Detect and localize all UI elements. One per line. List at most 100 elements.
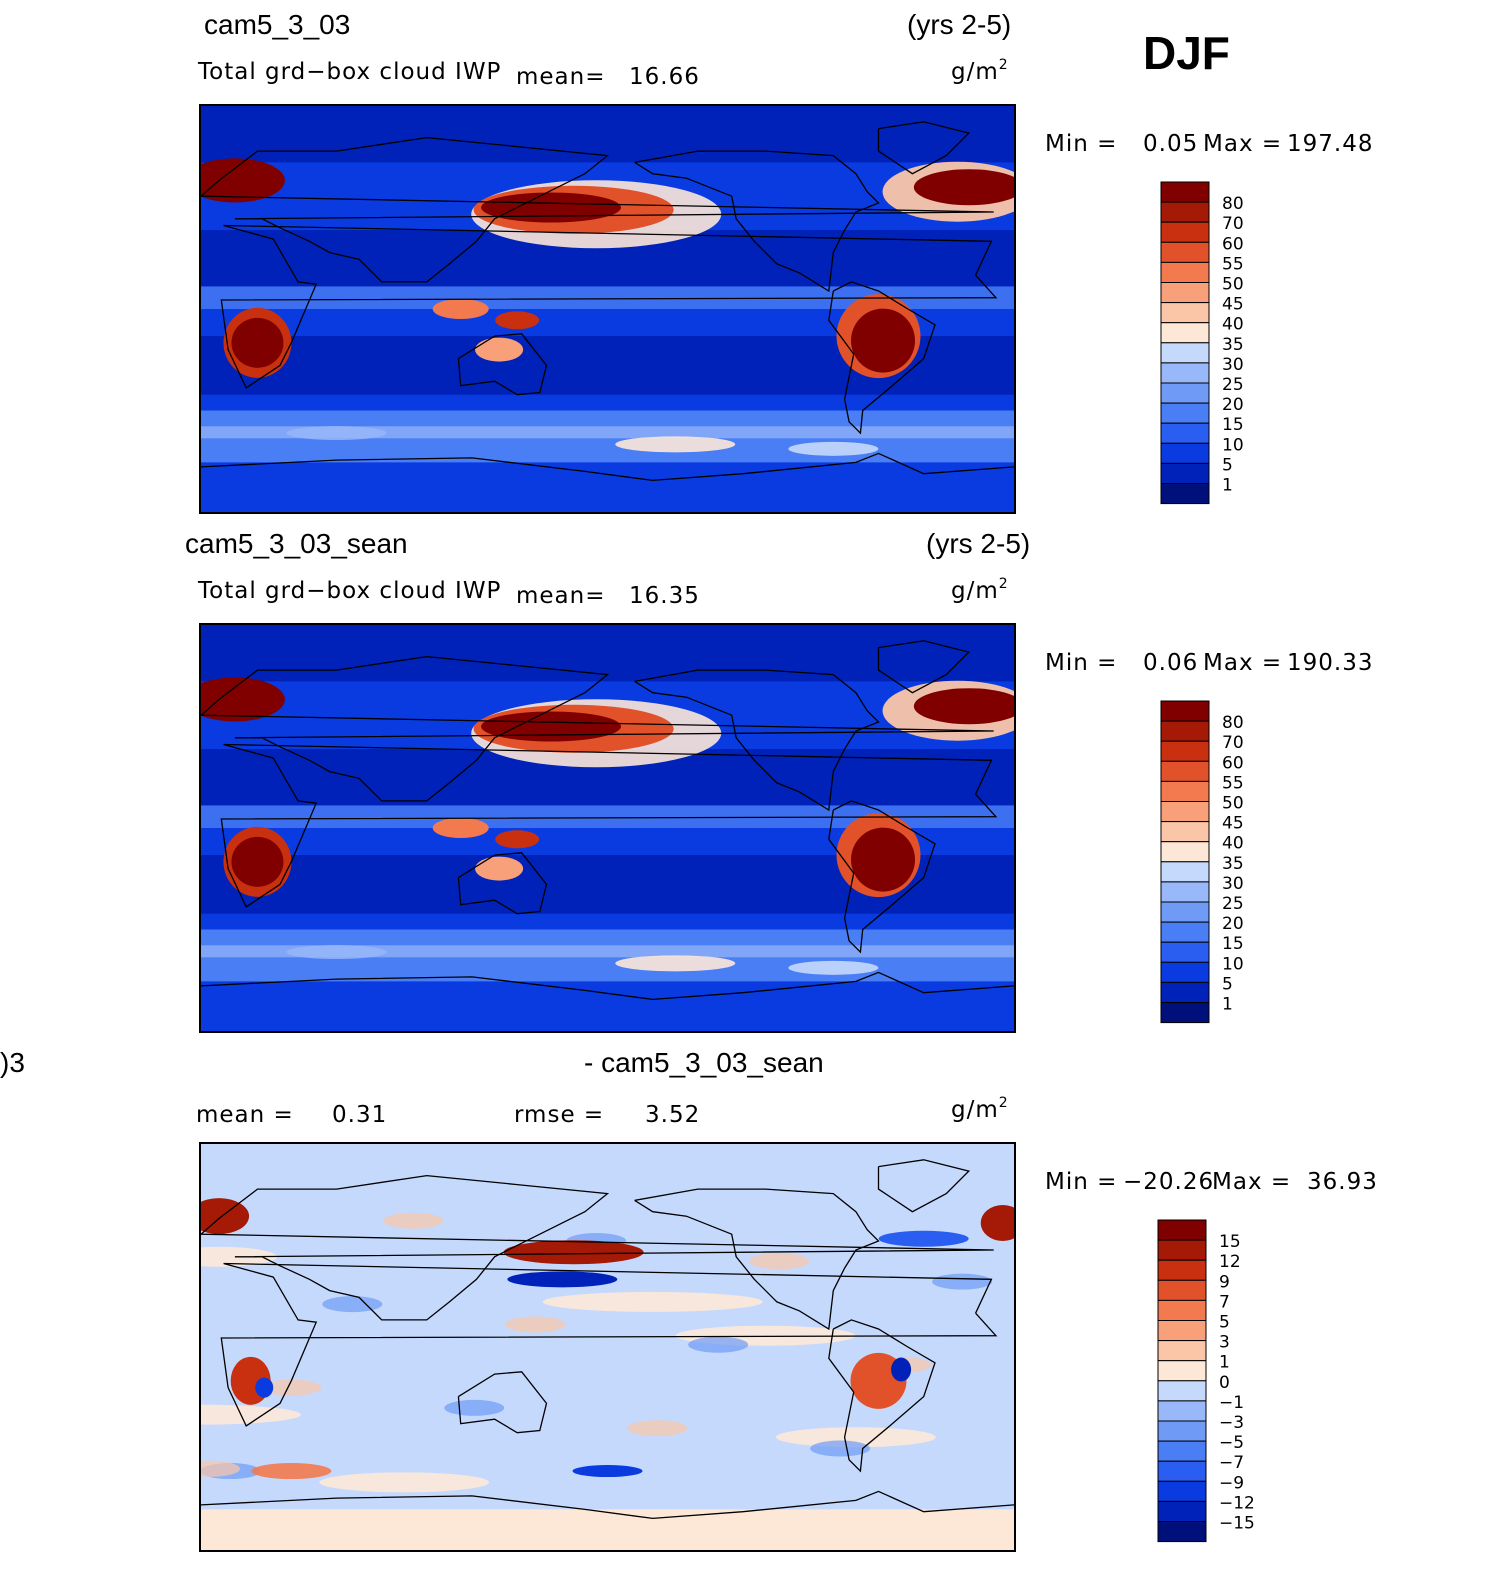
panel1-max-label: Max = (1203, 131, 1283, 157)
panel1-map-arctic (201, 106, 1014, 163)
diff-max-label: Max = (1212, 1169, 1292, 1195)
panel2-colorbar-tick-label: 35 (1222, 854, 1244, 874)
diff-map-npac-negative (507, 1271, 618, 1288)
panel2-colorbar-box (1160, 760, 1210, 782)
diff-map-safrica-negative (255, 1377, 274, 1398)
diff-map-natl-negative (878, 1230, 969, 1247)
panel2-colorbar-box (1160, 901, 1210, 923)
panel1-colorbar-box (1160, 201, 1210, 223)
panel2-colorbar-box (1160, 1002, 1210, 1024)
diff-colorbar-tick-label: −5 (1219, 1433, 1244, 1453)
panel1-variable: Total grd−box cloud IWP (198, 59, 502, 85)
panel2-units: g/m2 (951, 576, 1009, 604)
diff-map-anomaly (261, 1379, 322, 1396)
panel1-colorbar-box (1160, 221, 1210, 243)
diff-mean-label: mean = (196, 1102, 294, 1128)
map1-coastline (457, 333, 548, 396)
diff-colorbar-box (1157, 1279, 1207, 1301)
panel1-map-samerica-core (851, 308, 916, 373)
diff-colorbar-tick-label: −7 (1219, 1453, 1244, 1473)
diff-colorbar-tick-label: 0 (1219, 1373, 1230, 1393)
diff-map (199, 1142, 1016, 1552)
panel2-map-safrica-core (231, 836, 284, 887)
diff-colorbar-box (1157, 1400, 1207, 1422)
panel1-map-npac-core (481, 192, 622, 223)
map2-coastline (634, 669, 880, 812)
panel2-map-maritime-west (432, 818, 489, 838)
diff-colorbar-box (1157, 1239, 1207, 1261)
diff-colorbar-tick-label: 7 (1219, 1292, 1230, 1312)
diff-map-samerica-negative (891, 1357, 912, 1382)
panel1-colorbar-tick-label: 80 (1222, 194, 1244, 214)
diff-colorbar-box (1157, 1500, 1207, 1522)
diff-min-value: −20.26 (1123, 1169, 1215, 1195)
panel2-colorbar-tick-label: 20 (1222, 914, 1244, 934)
season-label: DJF (1143, 27, 1230, 79)
diff-map-europe-positive (201, 1198, 250, 1235)
diff-map-pos-band (201, 1404, 301, 1425)
diff-map-anomaly (322, 1296, 383, 1313)
panel1-colorbar-box (1160, 241, 1210, 263)
map3-coastline (201, 1490, 1014, 1520)
panel1-map-europe-core (201, 158, 285, 203)
panel1-colorbar-tick-label: 1 (1222, 476, 1233, 496)
panel1-map-southern-ocean-core (201, 426, 1014, 439)
panel2-colorbar-tick-label: 1 (1222, 995, 1233, 1015)
panel2-colorbar-tick-label: 40 (1222, 834, 1244, 854)
diff-colorbar-tick-label: 5 (1219, 1313, 1230, 1333)
panel1-case-name: cam5_3_03 (204, 9, 351, 40)
panel2-map-npac-core (481, 711, 622, 742)
panel1-colorbar-box (1160, 342, 1210, 364)
panel2-map-europe-core (201, 677, 285, 722)
panel2-colorbar-box (1160, 740, 1210, 762)
diff-colorbar-box (1157, 1420, 1207, 1442)
panel1-colorbar: 80 70 60 55 50 45 40 35 30 25 20 15 10 5 1 (1160, 181, 1280, 512)
panel1-colorbar-box (1160, 322, 1210, 344)
panel2-map-australia (475, 856, 524, 881)
panel2-colorbar-tick-label: 25 (1222, 894, 1244, 914)
panel1-map-natl-core (913, 169, 1014, 206)
panel2-mean-value: 16.35 (629, 583, 700, 609)
diff-max-value: 36.93 (1307, 1169, 1378, 1195)
diff-map-npac-positive (503, 1240, 644, 1265)
diff-map-pos-band (775, 1427, 936, 1448)
diff-colorbar-box (1157, 1340, 1207, 1362)
diff-colorbar-box (1157, 1380, 1207, 1402)
diff-map-anomaly (627, 1420, 688, 1437)
map3-coastline (877, 1159, 971, 1213)
diff-colorbar-tick-label: 9 (1219, 1272, 1230, 1292)
panel2-colorbar-box (1160, 981, 1210, 1003)
diff-map-pos-band (319, 1472, 490, 1493)
panel2-max-value: 190.33 (1287, 650, 1374, 676)
panel1-mean-value: 16.66 (629, 64, 700, 90)
map1-coastline (201, 136, 994, 283)
diff-map-anomaly (932, 1273, 993, 1290)
panel1-map-itcz (201, 286, 1014, 309)
diff-colorbar-box (1157, 1219, 1207, 1241)
panel2-colorbar: 80 70 60 55 50 45 40 35 30 25 20 15 10 5 1 (1160, 700, 1280, 1031)
panel1-colorbar-box (1160, 442, 1210, 464)
diff-colorbar-box (1157, 1521, 1207, 1543)
panel1-colorbar-box (1160, 462, 1210, 484)
map3-coastline (220, 1262, 998, 1427)
panel1-colorbar-box (1160, 302, 1210, 324)
diff-colorbar-tick-label: −9 (1219, 1473, 1244, 1493)
panel2-map-so-hotspot-a (615, 955, 736, 972)
panel2-map-antarctica (201, 985, 1014, 1031)
panel2-colorbar-box (1160, 700, 1210, 722)
map2-coastline (201, 655, 994, 802)
diff-colorbar-box (1157, 1480, 1207, 1502)
panel2-variable: Total grd−box cloud IWP (198, 578, 502, 604)
panel1-colorbar-box (1160, 402, 1210, 424)
panel2-colorbar-tick-label: 45 (1222, 814, 1244, 834)
map3-coastline (828, 1319, 936, 1473)
panel2-colorbar-tick-label: 10 (1222, 954, 1244, 974)
diff-colorbar-tick-label: −15 (1219, 1514, 1255, 1534)
panel2-years: (yrs 2-5) (926, 528, 1031, 559)
panel2-colorbar-tick-label: 50 (1222, 794, 1244, 814)
diff-units: g/m2 (951, 1095, 1009, 1123)
panel1-max-value: 197.48 (1287, 131, 1374, 157)
diff-colorbar-box (1157, 1259, 1207, 1281)
panel1-min-value: 0.05 (1143, 131, 1199, 157)
panel1-colorbar-tick-label: 45 (1222, 295, 1244, 315)
